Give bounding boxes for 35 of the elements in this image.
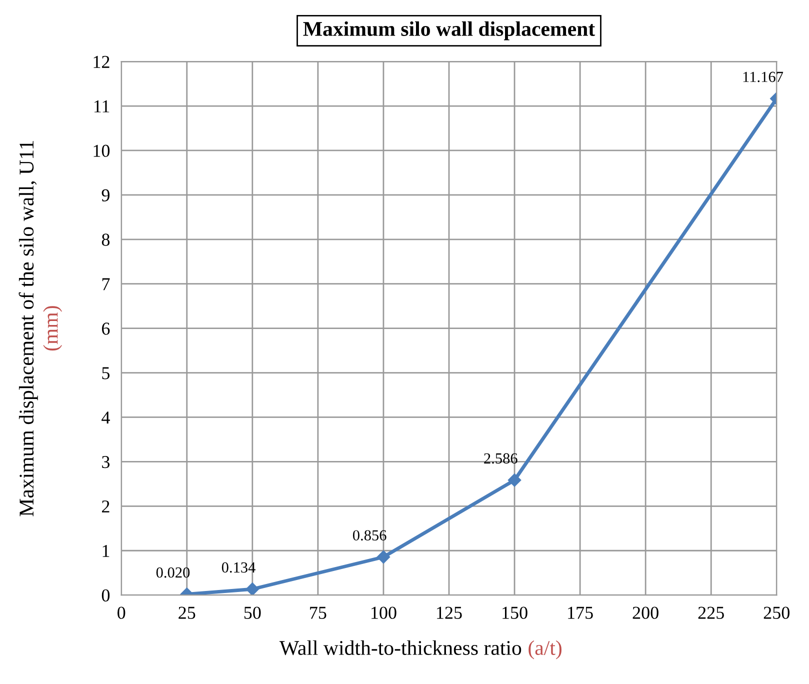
y-tick-label: 0: [102, 589, 110, 602]
y-tick-label: 6: [102, 322, 110, 335]
x-axis-title: Wall width-to-thickness ratio (a/t): [279, 640, 562, 660]
data-label: 0.134: [222, 562, 256, 573]
y-tick-label: 5: [102, 367, 110, 380]
x-tick-label: 25: [178, 606, 196, 619]
data-label: 11.167: [743, 72, 784, 82]
x-tick-label: 100: [372, 606, 396, 619]
y-tick-label: 11: [94, 100, 110, 112]
data-label: 2.586: [484, 453, 518, 464]
y-tick-label: 2: [102, 500, 110, 512]
x-tick-label: 200: [632, 606, 658, 619]
point: [246, 582, 259, 596]
x-tick-label: 250: [764, 606, 790, 619]
y-tick-label: 10: [94, 144, 110, 157]
x-tick-label: 225: [698, 606, 724, 619]
data-label: 0.020: [156, 567, 190, 578]
y-tick-label: 12: [94, 56, 110, 68]
x-tick-label: 175: [568, 606, 593, 619]
y-tick-label: 8: [102, 234, 110, 246]
y-axis-title: Maximum displacement of the silo wall, U11 (mm): [18, 141, 62, 516]
x-tick-label: 50: [244, 606, 261, 619]
point: [508, 474, 522, 487]
x-tick-label: 75: [310, 606, 326, 619]
y-tick-label: 9: [102, 189, 110, 202]
y-tick-label: 4: [102, 412, 110, 424]
x-tick-label: 125: [437, 606, 462, 619]
point: [376, 550, 390, 564]
y-tick-label: 3: [102, 456, 110, 468]
chart-title: Maximum silo wall displacement: [303, 21, 596, 40]
x-tick-label: 0: [118, 606, 126, 619]
data-label: 0.856: [352, 530, 386, 541]
y-tick-label: 7: [102, 278, 110, 290]
y-tick-label: 1: [102, 544, 110, 557]
x-tick-label: 150: [502, 606, 528, 619]
